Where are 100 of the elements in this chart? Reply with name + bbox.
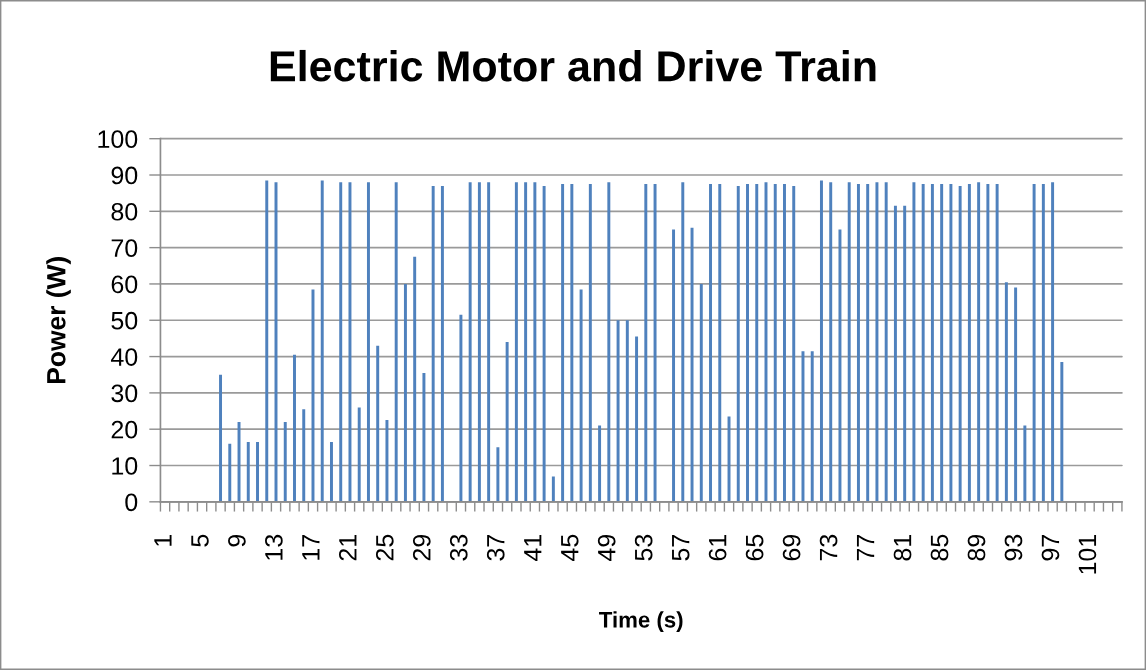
bar [376, 345, 380, 502]
bar [699, 283, 703, 502]
x-tick-label: 89 [967, 534, 986, 561]
bar [505, 342, 509, 502]
bar [339, 182, 343, 502]
bar [561, 184, 565, 502]
bar [1004, 282, 1008, 502]
bar [940, 184, 944, 502]
bar [542, 185, 546, 502]
bar [1032, 184, 1036, 502]
x-tick-label: 49 [597, 534, 616, 561]
bar [635, 336, 639, 502]
x-tick-label: 25 [375, 534, 394, 561]
bar [977, 182, 981, 502]
x-tick-label: 65 [745, 534, 764, 561]
bar [718, 184, 722, 502]
bar [237, 421, 241, 502]
bar [459, 314, 463, 502]
bar [330, 441, 333, 502]
bar [736, 185, 740, 502]
y-tick-label: 40 [110, 348, 138, 366]
x-tick-label: 53 [634, 534, 653, 561]
bar [616, 320, 620, 502]
bar [958, 185, 962, 502]
x-axis-title: Time (s) [599, 611, 683, 633]
bar [348, 182, 352, 502]
bar [533, 182, 537, 502]
bar [866, 184, 870, 502]
x-tick-label: 33 [449, 534, 468, 561]
bar [246, 441, 250, 502]
bar [986, 184, 990, 502]
bar [598, 425, 602, 502]
x-tick-label: 21 [338, 534, 357, 561]
bar [967, 184, 971, 502]
bar [884, 182, 888, 502]
bar [357, 407, 361, 502]
bar [431, 185, 435, 502]
bar [1023, 425, 1027, 502]
bar [422, 372, 426, 502]
bar [856, 184, 860, 502]
bar [1060, 362, 1064, 502]
bar [487, 182, 491, 502]
y-tick-label: 80 [111, 202, 138, 221]
x-tick-label: 97 [1041, 535, 1060, 561]
x-tick-label: 93 [1004, 534, 1023, 561]
bar [819, 180, 823, 502]
bar [283, 421, 287, 502]
bar [265, 180, 269, 502]
bar [653, 184, 657, 502]
x-tick-label: 45 [561, 534, 579, 561]
bar [607, 182, 611, 502]
y-tick-label: 20 [111, 420, 138, 439]
y-tick-label: 10 [112, 457, 138, 475]
x-tick-label: 61 [708, 534, 727, 561]
bar [219, 374, 223, 502]
bar [995, 184, 999, 502]
bar [413, 256, 417, 502]
bar [1014, 287, 1018, 502]
bar [403, 283, 407, 502]
bar [228, 443, 232, 502]
bar [792, 185, 796, 502]
y-tick-label: 0 [125, 493, 138, 512]
bar [690, 227, 694, 502]
bar [783, 184, 786, 502]
bar [385, 420, 389, 502]
y-axis-title: Power (W) [46, 257, 71, 383]
bar [681, 182, 685, 502]
bar [1051, 182, 1055, 502]
bar [773, 184, 777, 502]
bar [570, 184, 574, 502]
bar [440, 185, 444, 502]
y-tick-label: 50 [111, 311, 138, 330]
x-tick-label: 29 [412, 534, 431, 561]
bar [875, 182, 879, 502]
bar [551, 476, 555, 502]
bar [644, 184, 648, 502]
bar [949, 184, 953, 502]
bar [847, 182, 851, 502]
y-tick-label: 70 [111, 239, 138, 257]
bar [468, 182, 472, 502]
bar [893, 205, 897, 502]
bar [912, 182, 916, 502]
x-tick-label: 81 [893, 534, 912, 561]
x-tick-label: 9 [228, 534, 246, 547]
bar [930, 184, 934, 502]
x-tick-label: 1 [154, 534, 172, 546]
bar [579, 289, 583, 502]
x-tick-label: 5 [191, 534, 209, 547]
bar [320, 180, 324, 502]
x-tick-label: 37 [486, 535, 505, 561]
bar [838, 229, 842, 502]
x-tick-label: 57 [672, 535, 690, 561]
x-tick-label: 73 [819, 534, 838, 561]
bar [709, 184, 712, 502]
bar [810, 351, 814, 502]
bar [366, 182, 370, 502]
y-tick-label: 90 [111, 166, 138, 185]
x-tick-label: 13 [265, 534, 283, 560]
chart-title: Electric Motor and Drive Train [270, 49, 876, 82]
x-tick-label: 77 [856, 535, 875, 561]
